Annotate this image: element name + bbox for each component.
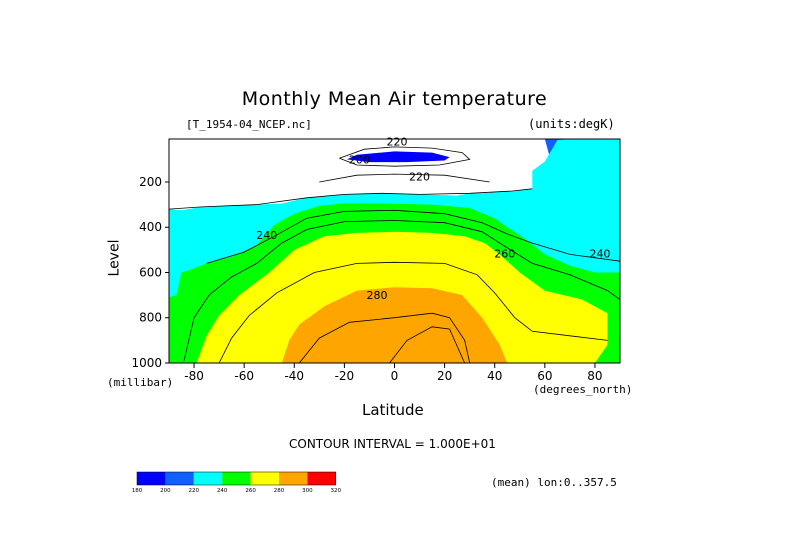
y-tick-label: 800 [139,311,162,325]
colorbar-frame [136,471,337,486]
y-axis-unit: (millibar) [107,376,174,389]
contour-interval-text: CONTOUR INTERVAL = 1.000E+01 [289,437,496,451]
contour-line [183,220,620,361]
x-axis: -80 -60 -40 -20 0 20 40 60 80 [184,363,603,383]
colorbar-label: 280 [274,488,285,494]
x-tick-label: 20 [437,369,452,383]
x-tick-label: 60 [537,369,552,383]
units-label: (units:degK) [528,117,615,131]
contour-line [339,146,471,167]
chart-title: Monthly Mean Air temperature [241,88,548,110]
colorbar-label: 320 [331,488,342,494]
contour-line [319,173,490,183]
x-tick-label: 40 [487,369,502,383]
contour-label: 240 [589,247,610,260]
x-tick-label: -20 [335,369,355,383]
contour-label: 260 [494,247,515,260]
contour-lines [169,146,620,363]
contour-region-200 [346,151,450,163]
colorbar-label: 200 [160,488,171,494]
colorbar-swatch [279,472,308,485]
y-tick-label: 400 [139,220,162,234]
contour-line [169,188,533,210]
colorbar-label: 240 [217,488,228,494]
colorbar: 180 200 220 240 260 280 300 320 [132,471,342,494]
colorbar-label: 300 [302,488,313,494]
contour-line [218,261,608,363]
x-tick-label: -80 [184,369,204,383]
colorbar-label: 220 [189,488,200,494]
longitude-note: (mean) lon:0..357.5 [491,476,617,489]
contour-region-290 [281,287,508,363]
colorbar-swatch [307,472,336,485]
colorbar-label: 260 [245,488,256,494]
colorbar-swatch [222,472,251,485]
filled-contours [169,139,620,363]
y-tick-label: 600 [139,265,162,279]
file-label: [T_1954-04_NCEP.nc] [186,118,312,131]
contour-line [389,326,466,363]
contour-line [298,312,471,363]
contour-label: 200 [349,153,370,166]
colorbar-swatch [137,472,166,485]
x-tick-label: -40 [284,369,304,383]
x-axis-unit: (degrees_north) [533,383,633,396]
y-axis-title: Level [106,239,123,277]
colorbar-label: 180 [132,488,143,494]
y-tick-label: 1000 [131,356,162,370]
contour-label: 280 [366,289,387,302]
contour-label: 220 [387,135,408,148]
colorbar-swatch [250,472,279,485]
y-tick-label: 200 [139,175,162,189]
y-axis: 200 400 600 800 1000 [131,175,169,370]
colorbar-swatch [193,472,223,485]
x-tick-label: 0 [391,369,399,383]
contour-line [206,209,620,264]
x-tick-label: 80 [587,369,602,383]
colorbar-swatch [165,472,194,485]
x-tick-label: -60 [234,369,254,383]
contour-label: 240 [256,229,277,242]
x-axis-title: Latitude [362,401,424,419]
contour-label: 220 [409,170,430,183]
